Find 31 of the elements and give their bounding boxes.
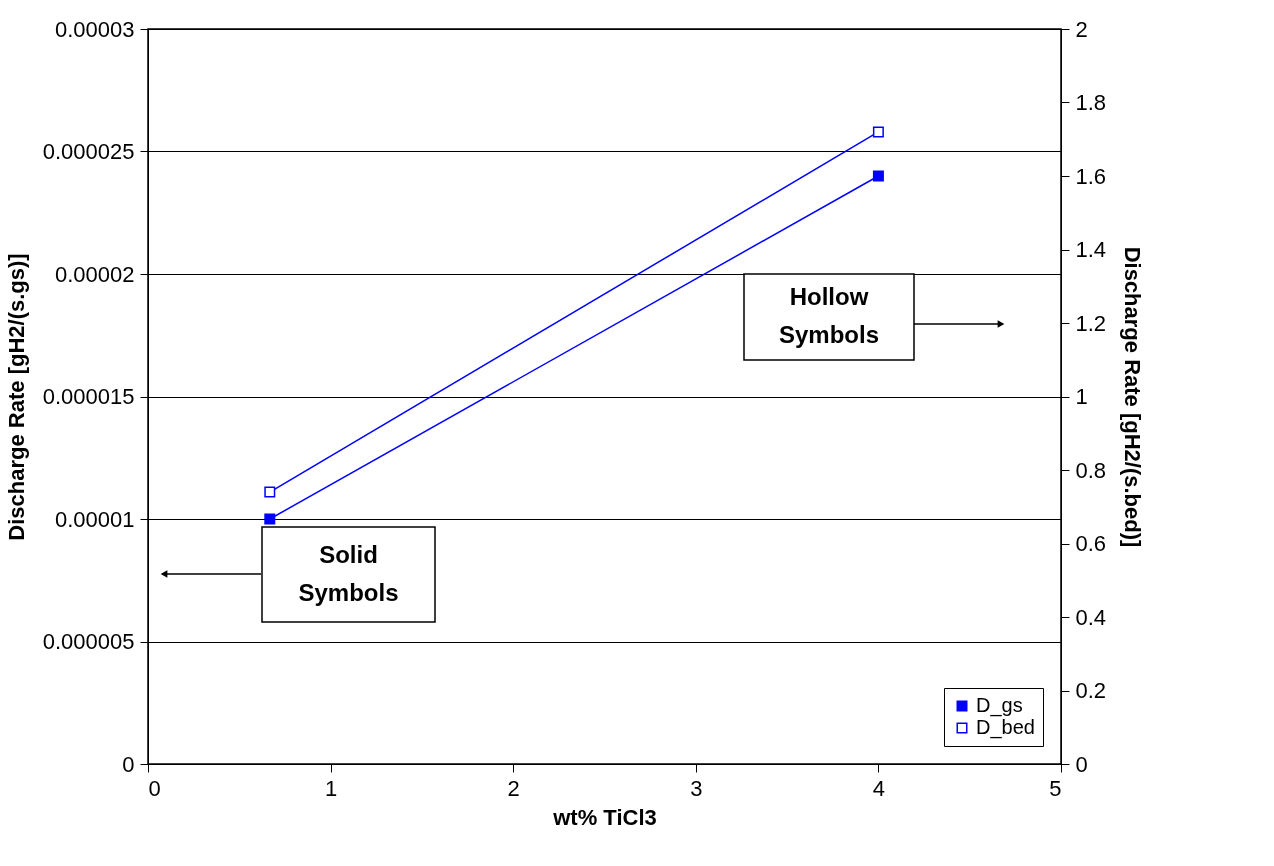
y-tick-label: 0.00001 (54, 506, 135, 532)
x-tick-label: 1 (324, 775, 338, 801)
x-tick-label: 2 (507, 775, 520, 801)
y2-tick-label: 0.4 (1075, 604, 1107, 630)
y-tick-label: 0.00003 (54, 16, 135, 42)
y2-tick-label: 1 (1075, 384, 1088, 409)
x-axis-title: wt% TiCl3 (552, 804, 657, 830)
y-tick-label: 0.000015 (42, 384, 135, 409)
x-tick-label: 0 (148, 775, 161, 801)
y-tick-label: 0.000025 (42, 139, 135, 164)
legend-label: D_bed (976, 716, 1035, 739)
x-tick-label: 3 (690, 775, 703, 801)
y2-tick-label: 1.6 (1075, 163, 1107, 189)
y2-tick-label: 0.8 (1075, 457, 1107, 483)
legend-label: D_gs (976, 694, 1023, 717)
y2-tick-label: 0.6 (1075, 531, 1107, 556)
y2-axis-title: Discharge Rate [gH2/(s.bed)] (1120, 246, 1146, 548)
y2-tick-label: 1.4 (1075, 237, 1107, 262)
y-tick-label: 0 (122, 751, 135, 777)
annotation: Solid Symbols (298, 540, 399, 606)
y2-tick-label: 0.2 (1075, 678, 1107, 703)
y2-tick-label: 1.2 (1075, 310, 1107, 336)
y-tick-label: 0.00002 (54, 261, 135, 287)
y2-tick-label: 1.8 (1075, 90, 1107, 115)
y-tick-label: 0.000005 (42, 629, 135, 654)
annotation: Hollow Symbols (778, 283, 880, 348)
x-tick-label: 5 (1049, 775, 1062, 801)
y-axis-title: Discharge Rate [gH2/(s.gs)] (3, 253, 29, 541)
x-tick-label: 4 (872, 775, 886, 801)
y2-tick-label: 0 (1075, 751, 1088, 777)
y2-tick-label: 2 (1075, 16, 1088, 42)
